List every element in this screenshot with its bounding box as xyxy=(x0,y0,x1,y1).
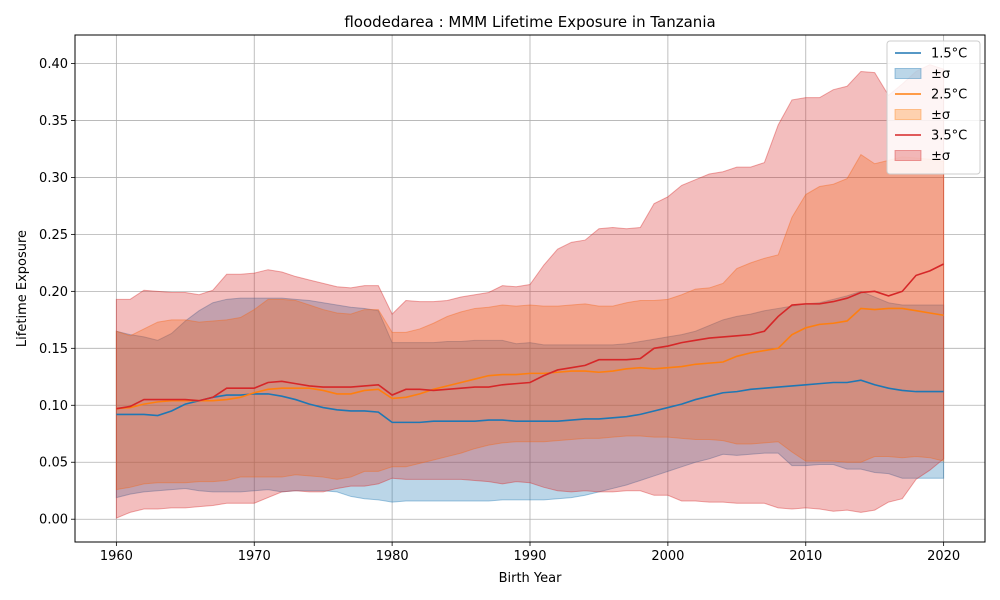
x-tick-label: 2000 xyxy=(651,549,684,564)
legend-series-label: 3.5°C xyxy=(931,129,967,144)
legend-box xyxy=(886,40,981,175)
chart-title: floodedarea : MMM Lifetime Exposure in T… xyxy=(344,13,715,31)
x-tick-label: 1960 xyxy=(100,549,133,564)
y-tick-label: 0.30 xyxy=(39,171,68,186)
x-tick-label: 1980 xyxy=(376,549,409,564)
std-band xyxy=(115,64,945,519)
legend-series-label: 1.5°C xyxy=(931,47,967,62)
grid xyxy=(75,35,985,542)
legend-band-swatch xyxy=(894,68,922,79)
series-line xyxy=(116,379,944,424)
legend-band-label: ±σ xyxy=(931,108,950,123)
std-bands xyxy=(115,64,945,519)
mean-lines xyxy=(116,263,944,424)
y-axis: 0.00 0.05 0.10 0.15 0.20 0.25 0.30 0.35 0.40 xyxy=(39,57,75,528)
legend-band-swatch xyxy=(894,150,922,161)
legend-band-swatch xyxy=(894,109,922,120)
y-tick-label: 0.40 xyxy=(39,57,68,72)
series-line xyxy=(116,263,944,410)
legend-series-label: 2.5°C xyxy=(931,88,967,103)
std-band xyxy=(115,290,945,503)
y-tick-label: 0.05 xyxy=(39,456,68,471)
x-axis-label: Birth Year xyxy=(499,571,563,586)
x-tick-label: 1970 xyxy=(238,549,271,564)
x-axis: 1960 1970 1980 1990 2000 2010 2020 xyxy=(100,542,960,564)
legend-band-label: ±σ xyxy=(931,149,950,164)
y-axis-label: Lifetime Exposure xyxy=(15,230,30,347)
x-tick-label: 1990 xyxy=(513,549,546,564)
x-tick-label: 2020 xyxy=(927,549,960,564)
y-tick-label: 0.20 xyxy=(39,285,68,300)
y-tick-label: 0.00 xyxy=(39,513,68,528)
legend-band-label: ±σ xyxy=(931,67,950,82)
y-tick-label: 0.15 xyxy=(39,342,68,357)
legend: 1.5°C ±σ 2.5°C ±σ 3.5°C ±σ xyxy=(886,40,981,175)
y-tick-label: 0.25 xyxy=(39,228,68,243)
y-tick-label: 0.35 xyxy=(39,114,68,129)
series-line xyxy=(116,307,944,410)
y-tick-label: 0.10 xyxy=(39,399,68,414)
std-band xyxy=(115,153,945,491)
x-tick-label: 2010 xyxy=(789,549,822,564)
